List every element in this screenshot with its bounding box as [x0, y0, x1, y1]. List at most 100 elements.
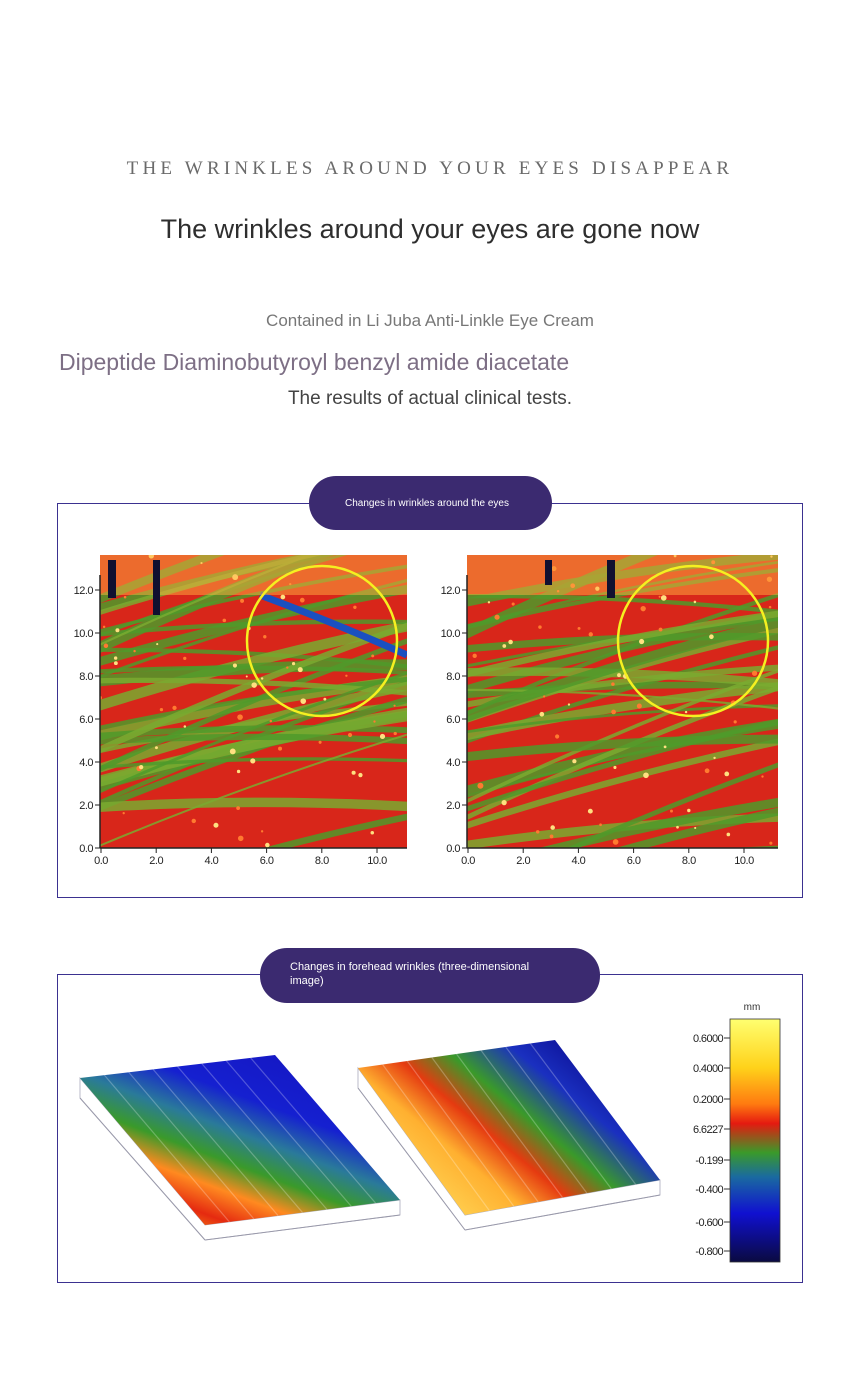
dark-bar [108, 560, 116, 598]
speck [638, 638, 645, 645]
speck [393, 731, 397, 736]
colorbar-tick-label: 0.6000 [693, 1033, 724, 1045]
speck [636, 703, 642, 709]
speck [265, 842, 270, 848]
x-tick-label: 8.0 [682, 855, 696, 867]
speck [245, 675, 248, 678]
speck [122, 811, 125, 815]
speck [660, 595, 667, 601]
wrinkle-streak [467, 734, 778, 762]
speck [611, 682, 615, 686]
y-tick-label: 2.0 [79, 800, 93, 812]
y-tick-label: 2.0 [446, 800, 460, 812]
speck [347, 732, 353, 738]
speck [550, 825, 555, 830]
speck [663, 745, 667, 749]
panel-label: Changes in wrinkles around the eyes [345, 498, 509, 509]
ridge [103, 1074, 230, 1223]
speck [658, 595, 661, 598]
speck [577, 626, 581, 630]
speck [751, 670, 758, 676]
speck [726, 832, 731, 837]
speck [113, 656, 118, 660]
speck [260, 677, 264, 680]
colorbar-tick-label: 0.2000 [693, 1094, 724, 1106]
panel-label-box: Changes in forehead wrinkles (three-dime… [290, 961, 530, 987]
speck [687, 808, 691, 813]
speck [251, 682, 257, 688]
ingredient-text: Dipeptide Diaminobutyroyl benzyl amide d… [59, 349, 570, 375]
speck [371, 654, 375, 658]
speck [472, 653, 477, 658]
surface-axis [464, 1194, 661, 1231]
dark-bar [545, 560, 552, 585]
wrinkle-streak [100, 797, 407, 812]
x-tick-label: 0.0 [461, 855, 475, 867]
colorbar-tick-label: 0.4000 [693, 1063, 724, 1075]
y-tick-label: 0.0 [446, 843, 460, 855]
speck [535, 830, 540, 834]
speck [172, 705, 177, 711]
wrinkle-streak [467, 738, 778, 829]
wrinkle-streak [457, 903, 788, 910]
speck [278, 746, 283, 751]
highlight-circle [245, 564, 399, 718]
wrinkle-streak [566, 762, 778, 848]
speck [213, 822, 219, 828]
speck [613, 765, 617, 769]
speck [250, 758, 256, 764]
speck [156, 643, 159, 646]
speck [300, 698, 307, 704]
speck [280, 594, 286, 600]
y-tick-label: 8.0 [79, 671, 93, 683]
speck [567, 703, 571, 706]
surface-axis [357, 1087, 466, 1231]
ridge [431, 1057, 539, 1203]
x-tick-label: 2.0 [149, 855, 163, 867]
title: The wrinkles around your eyes are gone n… [160, 214, 700, 244]
speck [103, 643, 109, 649]
speck [102, 625, 106, 629]
speck [587, 808, 593, 814]
colorbar-tick-label: -0.400 [695, 1184, 723, 1196]
speck [183, 656, 187, 660]
speck [769, 841, 773, 845]
speck [323, 697, 327, 701]
y-tick-label: 0.0 [79, 843, 93, 855]
panel-badge [260, 948, 600, 1003]
ridge [456, 1053, 563, 1198]
wrinkle-streak [100, 638, 407, 772]
speck [379, 733, 386, 740]
speck [191, 818, 196, 824]
speck [115, 628, 120, 633]
speck [353, 605, 357, 609]
y-tick-label: 6.0 [79, 714, 93, 726]
speck [236, 769, 241, 774]
speck [269, 719, 273, 723]
ridge [505, 1046, 612, 1190]
ridge [152, 1068, 279, 1217]
speck [345, 674, 348, 677]
speck [599, 823, 602, 827]
speck [263, 635, 267, 639]
speck [494, 614, 500, 620]
speck [684, 710, 688, 714]
surface [80, 1055, 400, 1225]
wrinkle-streak [467, 681, 778, 699]
speck [154, 746, 158, 750]
panel-label: Changes in forehead wrinkles (three-dime… [290, 961, 530, 987]
wrinkle-streak [467, 610, 778, 678]
wrinkle-streak [100, 659, 407, 687]
colorbar-unit: mm [744, 1002, 761, 1013]
speck [358, 772, 363, 778]
speck [542, 695, 546, 698]
top-band [467, 555, 778, 595]
speck [299, 597, 305, 603]
speck [487, 601, 491, 604]
speck [370, 830, 375, 835]
wrinkle-streak [467, 719, 778, 812]
x-tick-label: 8.0 [315, 855, 329, 867]
speck [670, 809, 673, 813]
ridge [128, 1071, 255, 1220]
highlight-circle [616, 564, 770, 718]
